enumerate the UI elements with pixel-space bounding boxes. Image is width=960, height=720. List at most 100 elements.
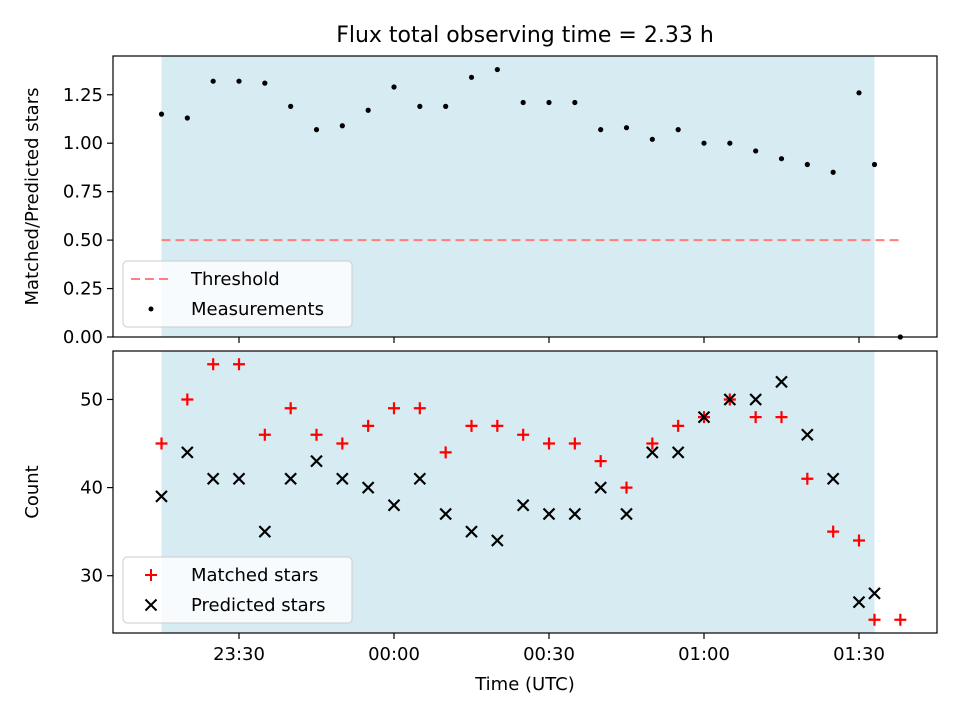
bottom-y-axis-label: Count bbox=[22, 465, 43, 518]
predicted-point bbox=[361, 481, 375, 494]
bottom-legend: Matched stars Predicted stars bbox=[122, 556, 353, 624]
predicted-point bbox=[868, 587, 881, 600]
predicted-point bbox=[594, 481, 607, 494]
predicted-point bbox=[413, 472, 427, 486]
predicted-point bbox=[671, 446, 685, 459]
x-tick-label: 00:00 bbox=[368, 644, 420, 665]
x-axis-label: Time (UTC) bbox=[474, 674, 575, 695]
measurement-point bbox=[236, 78, 242, 84]
predicted-point bbox=[620, 507, 633, 521]
predicted-point bbox=[801, 428, 814, 441]
top-y-ticks: 0.00 0.25 0.50 0.75 1.00 1.25 bbox=[63, 85, 113, 348]
matched-point bbox=[517, 428, 530, 441]
y-tick-label: 0.50 bbox=[63, 230, 103, 251]
top-legend: Threshold Measurements bbox=[122, 260, 353, 328]
predicted-point bbox=[155, 490, 168, 503]
matched-point bbox=[775, 411, 788, 424]
y-tick-label: 0.25 bbox=[63, 279, 103, 300]
y-tick-label: 1.00 bbox=[63, 133, 103, 154]
measurement-point bbox=[262, 80, 268, 86]
matched-point bbox=[181, 393, 194, 406]
measurement-point bbox=[701, 140, 707, 146]
legend-threshold-label: Threshold bbox=[190, 269, 280, 290]
legend-predicted-swatch bbox=[144, 598, 158, 612]
matched-point bbox=[853, 534, 865, 547]
matched-point bbox=[413, 402, 426, 415]
measurement-point bbox=[443, 103, 449, 109]
matched-point bbox=[388, 402, 400, 415]
measurement-point bbox=[871, 161, 878, 168]
bottom-legend-box bbox=[122, 556, 353, 624]
measurement-point bbox=[365, 107, 371, 113]
measurement-point bbox=[494, 66, 500, 73]
matched-point bbox=[646, 437, 659, 450]
matched-point bbox=[620, 481, 633, 494]
measurement-point bbox=[468, 74, 475, 80]
measurement-point bbox=[520, 99, 526, 106]
top-y-axis-label: Matched/Predicted stars bbox=[22, 88, 43, 306]
matched-point bbox=[233, 358, 245, 371]
predicted-point bbox=[491, 534, 504, 547]
predicted-point bbox=[465, 525, 478, 538]
matched-point bbox=[258, 428, 271, 441]
measurement-point bbox=[753, 148, 759, 154]
matched-point bbox=[465, 419, 478, 432]
measurement-point bbox=[649, 136, 655, 142]
bottom-y-ticks: 30 40 50 bbox=[80, 389, 113, 587]
predicted-point bbox=[439, 507, 452, 521]
bottom-panel: 30 40 50 23:30 00:00 00:30 01:00 01:30 Count T… bbox=[22, 350, 938, 695]
predicted-point bbox=[542, 507, 556, 521]
measurement-point bbox=[417, 103, 423, 109]
x-tick-label: 01:30 bbox=[833, 644, 885, 665]
predicted-point bbox=[336, 472, 349, 486]
measurement-point bbox=[804, 161, 810, 168]
y-tick-label: 50 bbox=[80, 389, 103, 410]
matched-point bbox=[749, 411, 762, 424]
top-panel: 0.00 0.25 0.50 0.75 1.00 1.25 Matched/Predict… bbox=[22, 55, 938, 348]
predicted-point bbox=[646, 446, 659, 459]
predicted-point bbox=[568, 507, 582, 521]
bottom-marks bbox=[155, 358, 907, 626]
matched-point bbox=[894, 613, 907, 626]
measurement-point bbox=[313, 127, 320, 133]
measurement-point bbox=[598, 127, 604, 133]
predicted-point bbox=[775, 375, 788, 389]
matched-point bbox=[310, 428, 323, 441]
matched-point bbox=[439, 446, 452, 459]
matched-point bbox=[568, 437, 581, 450]
matched-point bbox=[801, 472, 814, 485]
predicted-point bbox=[749, 393, 762, 406]
measurement-point bbox=[675, 127, 681, 133]
matched-point bbox=[594, 455, 607, 468]
matched-point bbox=[868, 613, 881, 626]
top-plot-frame bbox=[112, 55, 938, 338]
predicted-point bbox=[516, 498, 530, 512]
measurement-point bbox=[339, 123, 345, 129]
legend-measurements-label: Measurements bbox=[191, 299, 324, 320]
matched-point bbox=[491, 419, 504, 432]
matched-point bbox=[207, 358, 220, 371]
x-tick-label: 01:00 bbox=[678, 644, 730, 665]
predicted-point bbox=[206, 472, 220, 486]
measurement-point bbox=[856, 90, 862, 96]
matched-point bbox=[336, 437, 349, 450]
y-tick-label: 0.75 bbox=[63, 182, 103, 203]
measurement-point bbox=[158, 111, 165, 117]
predicted-point bbox=[310, 454, 323, 468]
predicted-point bbox=[258, 525, 272, 538]
predicted-point bbox=[181, 446, 194, 459]
x-tick-label: 23:30 bbox=[213, 644, 265, 665]
predicted-point bbox=[284, 472, 297, 486]
measurement-point bbox=[623, 125, 630, 131]
predicted-point bbox=[387, 498, 401, 512]
y-tick-label: 0.00 bbox=[63, 327, 103, 348]
y-tick-label: 40 bbox=[80, 478, 103, 499]
predicted-point bbox=[723, 393, 737, 406]
measurement-point bbox=[572, 99, 578, 106]
y-tick-label: 1.25 bbox=[63, 85, 103, 106]
measurement-point bbox=[391, 84, 397, 90]
y-tick-label: 30 bbox=[80, 566, 103, 587]
top-legend-box bbox=[122, 260, 353, 328]
measurement-point bbox=[184, 115, 190, 121]
